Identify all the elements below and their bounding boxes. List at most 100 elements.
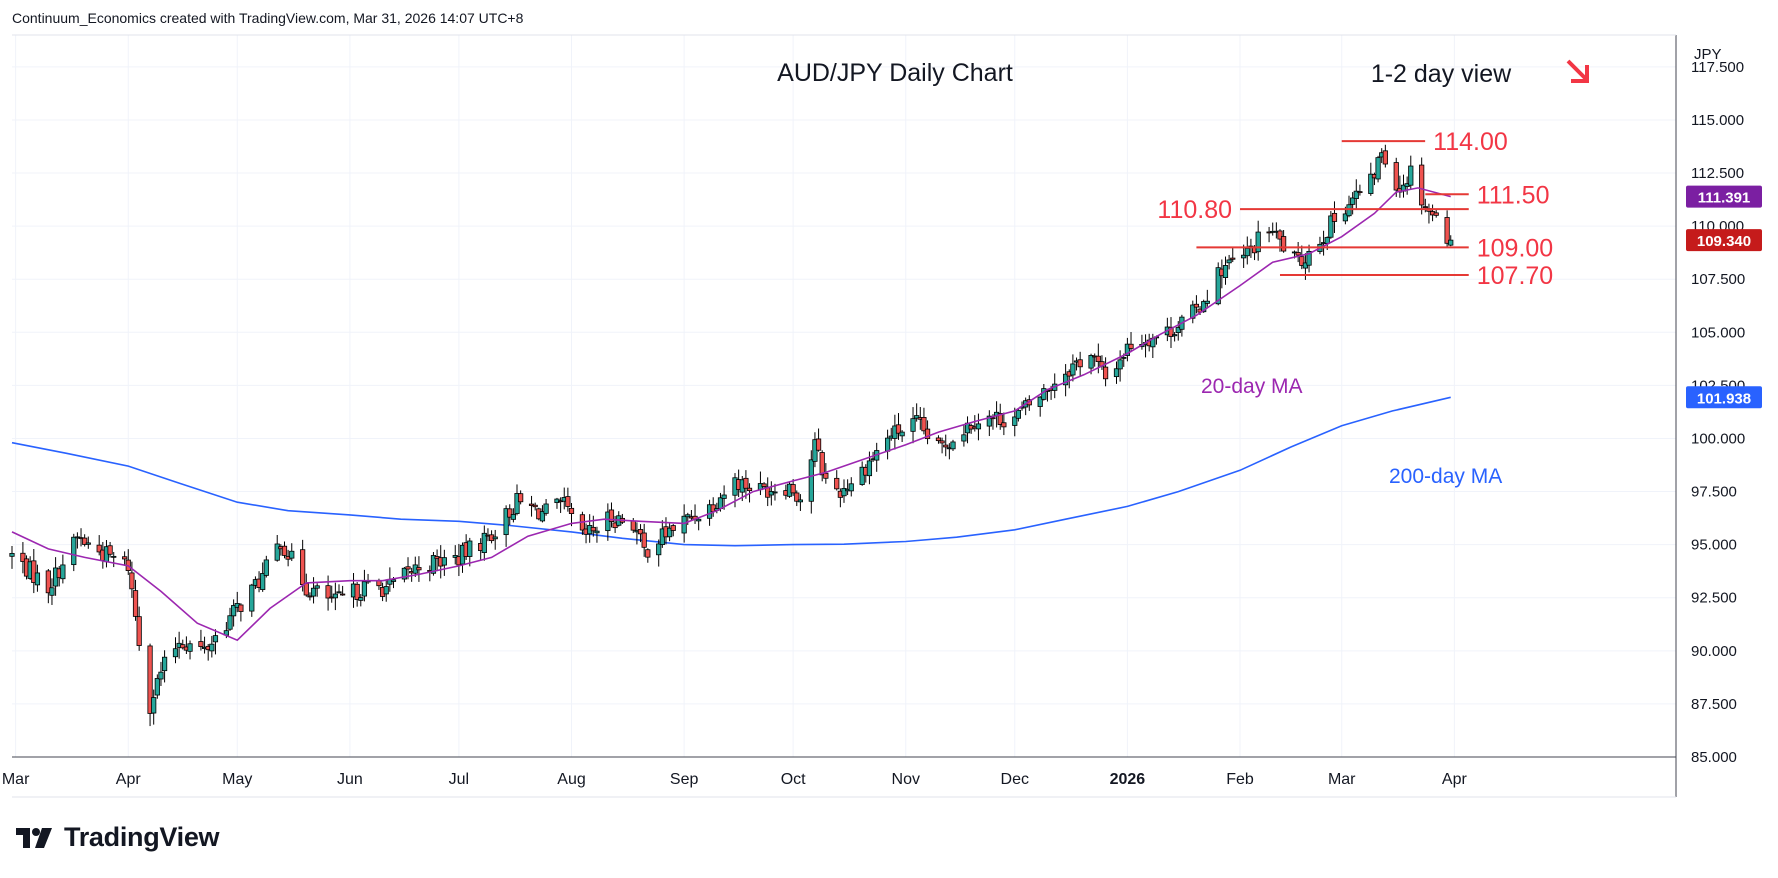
candle <box>383 579 389 602</box>
level-label: 110.80 <box>1157 196 1232 224</box>
candle-body <box>1444 217 1450 244</box>
candle <box>1230 247 1236 263</box>
candle <box>656 539 662 567</box>
candle-body <box>249 584 255 612</box>
y-tick-label: 105.000 <box>1691 324 1745 341</box>
candle <box>528 495 535 517</box>
candle-body <box>848 483 854 492</box>
candle <box>590 515 596 537</box>
candle <box>554 497 560 509</box>
x-tick-label: Apr <box>116 771 142 788</box>
y-tick-label: 90.000 <box>1691 643 1737 660</box>
x-tick-label: Feb <box>1226 771 1254 788</box>
candle-body <box>514 493 520 514</box>
x-tick-label: Dec <box>1001 771 1029 788</box>
candle <box>503 505 509 547</box>
candle <box>667 522 673 542</box>
candle-body <box>721 494 727 499</box>
candle <box>874 442 880 472</box>
candle <box>605 503 611 541</box>
x-tick-label: Oct <box>781 771 806 788</box>
candle <box>608 502 615 528</box>
candle-body <box>122 556 128 560</box>
candles <box>9 144 1454 727</box>
tradingview-logo-text: TradingView <box>64 822 220 852</box>
candle-body <box>274 543 280 561</box>
candle <box>884 429 891 460</box>
price-badge-bg <box>1686 229 1762 252</box>
candle-body <box>158 671 164 680</box>
candle-body <box>147 645 153 714</box>
candle-body <box>1328 215 1334 238</box>
level-label: 111.50 <box>1477 181 1550 209</box>
candle-body <box>565 496 571 507</box>
candle-body <box>1331 212 1338 222</box>
candle <box>111 551 117 568</box>
candle <box>743 470 749 499</box>
candle-body <box>1175 327 1181 334</box>
candle-body <box>594 530 600 534</box>
candle <box>1190 300 1196 324</box>
candle-body <box>1088 355 1094 369</box>
candle-body <box>743 477 749 489</box>
view-label: 1-2 day view <box>1371 60 1512 88</box>
candle-body <box>528 503 535 506</box>
candle-body <box>961 434 967 442</box>
candle-body <box>543 503 549 514</box>
candle-body <box>336 591 342 594</box>
candle <box>1375 155 1381 183</box>
ma20-path <box>11 187 1451 642</box>
candle <box>935 435 942 444</box>
candle-body <box>1226 259 1232 264</box>
candle-body <box>1277 230 1283 240</box>
candle-body <box>834 477 840 490</box>
candle <box>1172 332 1178 342</box>
level-label: 114.00 <box>1433 128 1508 156</box>
currency-label: JPY <box>1694 46 1722 63</box>
candle-body <box>1222 265 1229 278</box>
candle <box>129 561 135 598</box>
candle-body <box>212 635 219 643</box>
candle <box>60 554 66 584</box>
x-tick-label: Sep <box>670 771 699 788</box>
candle <box>154 674 160 699</box>
candle <box>1350 192 1356 215</box>
candle <box>209 635 215 658</box>
candle <box>975 413 982 441</box>
candle-body <box>1063 373 1069 386</box>
candle-body <box>260 573 266 590</box>
candle <box>1353 179 1359 209</box>
candle <box>212 629 219 655</box>
y-tick-label: 92.500 <box>1691 590 1737 607</box>
candle-body <box>808 459 814 502</box>
candle-body <box>1342 213 1348 222</box>
candle-body <box>82 537 88 545</box>
candle <box>1102 357 1109 387</box>
grid-lines <box>12 35 1676 758</box>
candle <box>1382 144 1388 168</box>
candle-body <box>1037 396 1043 407</box>
candle <box>1295 241 1301 263</box>
price-badge-bg <box>1686 185 1762 208</box>
level-label: 109.00 <box>1477 234 1553 262</box>
candle <box>794 490 800 507</box>
candle-body <box>859 466 865 485</box>
y-tick-label: 85.000 <box>1691 749 1737 766</box>
candle <box>1357 184 1363 196</box>
candle <box>354 582 360 607</box>
candle <box>492 529 498 550</box>
candle <box>1015 408 1021 422</box>
ma200-annotation: 200-day MA <box>1389 465 1502 488</box>
candle <box>1226 254 1232 270</box>
candle-body <box>656 543 662 556</box>
candle <box>594 526 600 543</box>
candle <box>45 569 51 604</box>
candle-body <box>263 559 269 576</box>
candle-body <box>151 697 157 714</box>
candle-body <box>507 508 513 518</box>
candle <box>1124 337 1130 362</box>
tradingview-logo[interactable]: TradingView <box>16 822 220 853</box>
candle <box>132 579 139 621</box>
